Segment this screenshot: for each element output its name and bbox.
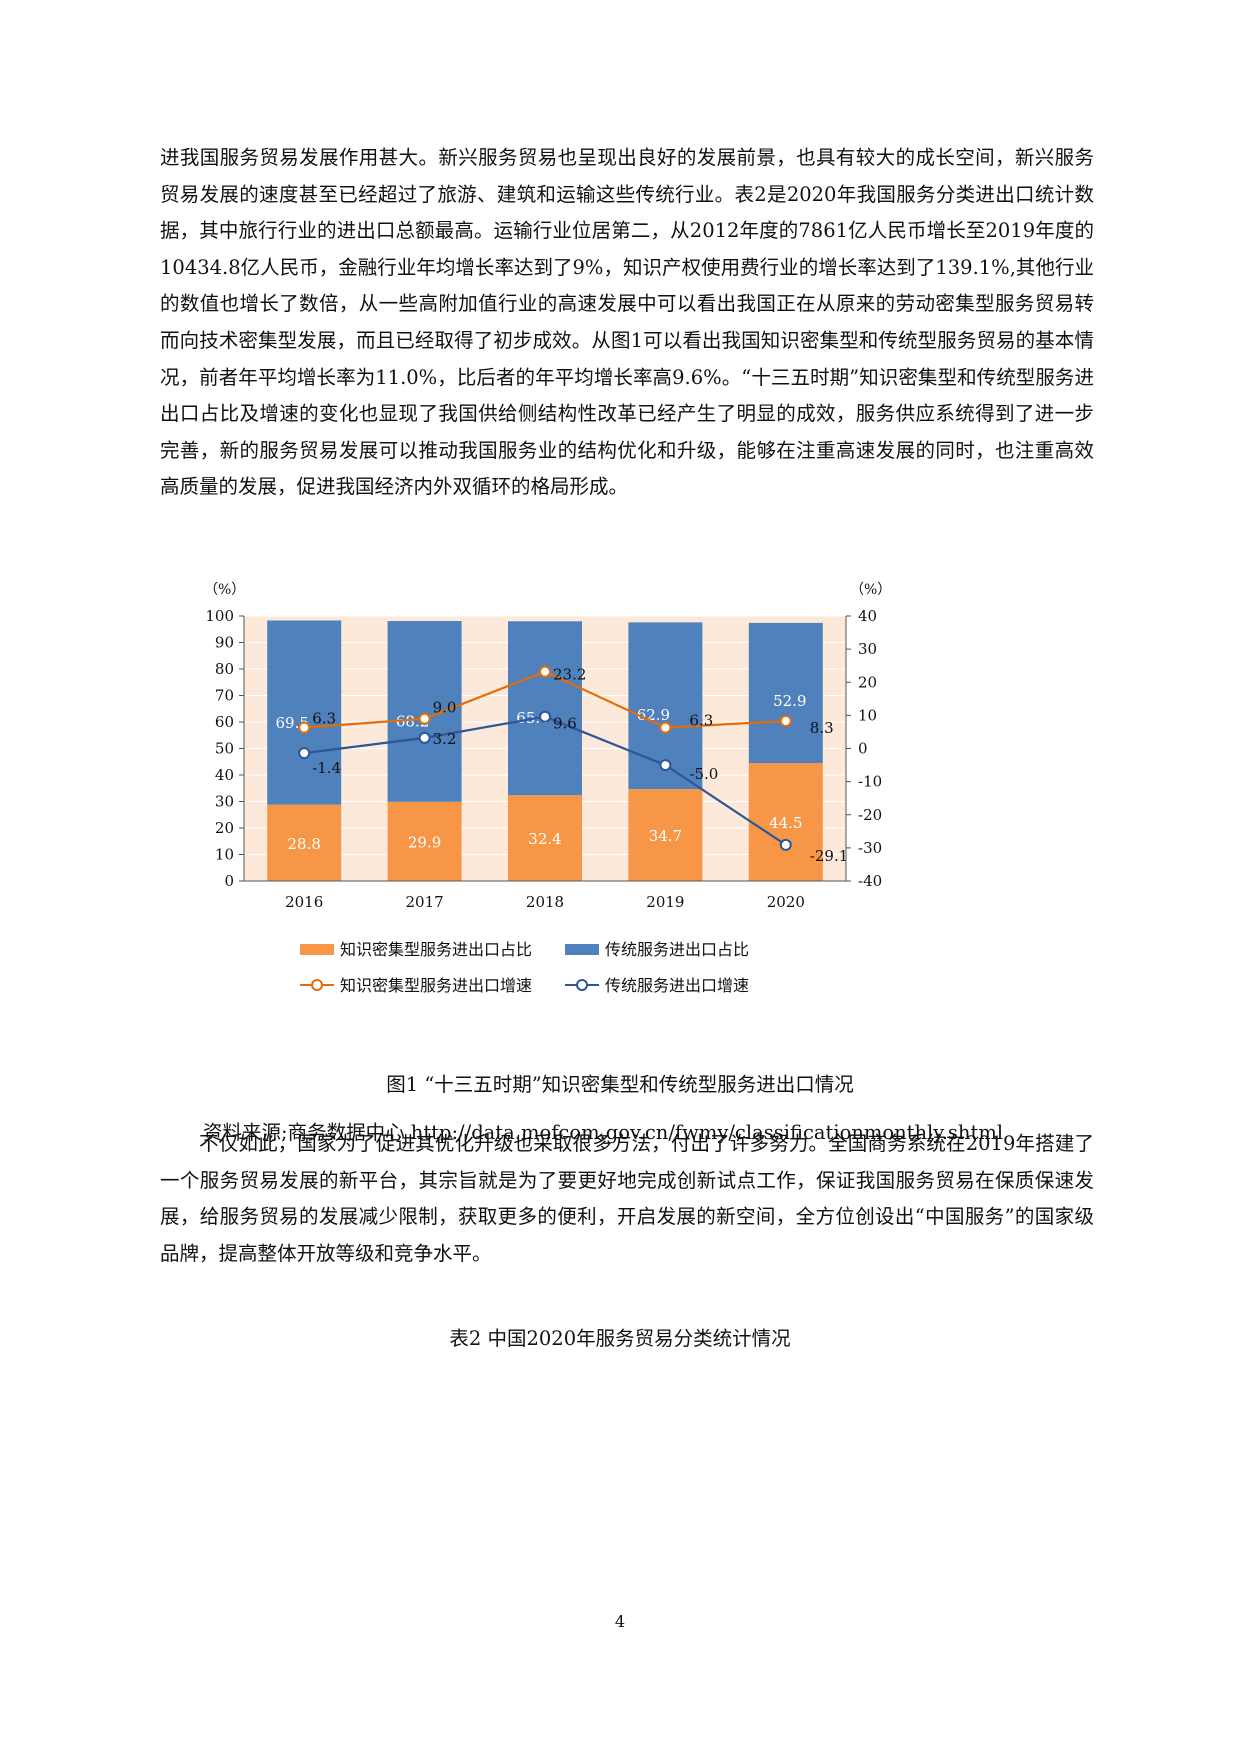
line-point bbox=[418, 731, 431, 744]
legend-traditional-growth: 传统服务进出口增速 bbox=[565, 976, 749, 995]
left-tick-label: 50 bbox=[215, 740, 234, 758]
left-tick-label: 60 bbox=[215, 713, 234, 731]
bar-knowledge-2018 bbox=[508, 795, 582, 881]
left-tick-label: 20 bbox=[215, 819, 234, 837]
left-tick-label: 80 bbox=[215, 660, 234, 678]
line-point bbox=[298, 747, 311, 760]
bar-label-knowledge: 44.5 bbox=[769, 814, 802, 832]
right-tick-label: 10 bbox=[858, 706, 877, 724]
line-point bbox=[659, 759, 672, 772]
figure-caption: 图1 “十三五时期”知识密集型和传统型服务进出口情况 bbox=[386, 1073, 854, 1096]
line-label: 3.2 bbox=[433, 730, 457, 748]
right-tick-label: 40 bbox=[858, 607, 877, 625]
x-tick-label: 2017 bbox=[406, 893, 444, 911]
legend-traditional-share: 传统服务进出口占比 bbox=[565, 940, 749, 959]
x-tick-label: 2018 bbox=[526, 893, 564, 911]
line-point bbox=[298, 721, 311, 734]
right-tick-label: 0 bbox=[858, 740, 868, 758]
legend-marker bbox=[311, 979, 323, 991]
source-note: 资料来源;商务数据中心 http://data.mofcom.gov.cn/fw… bbox=[203, 1121, 1004, 1144]
legend-marker bbox=[576, 979, 588, 991]
bar-label-traditional: 52.9 bbox=[773, 692, 806, 710]
x-tick-label: 2019 bbox=[646, 893, 684, 911]
right-tick-label: -40 bbox=[858, 872, 882, 890]
bar-knowledge-2016 bbox=[267, 804, 342, 881]
body-paragraph-1: 进我国服务贸易发展作用甚大。新兴服务贸易也呈现出良好的发展前景，也具有较大的成长… bbox=[160, 146, 1094, 499]
bar-knowledge-2019 bbox=[628, 789, 703, 881]
body-paragraph-2: 不仅如此，国家为了促进其优化升级也采取很多方法，付出了许多努力。全国商务系统在2… bbox=[160, 1132, 1094, 1265]
left-tick-label: 0 bbox=[224, 872, 234, 890]
line-label: 6.3 bbox=[689, 712, 713, 730]
right-tick-label: -20 bbox=[858, 806, 882, 824]
left-tick-label: 30 bbox=[215, 793, 234, 811]
left-tick-label: 10 bbox=[215, 846, 234, 864]
page-number: 4 bbox=[614, 1612, 626, 1631]
line-point bbox=[539, 710, 551, 723]
table-caption: 表2 中国2020年服务贸易分类统计情况 bbox=[449, 1327, 791, 1350]
bar-label-knowledge: 34.7 bbox=[649, 827, 682, 845]
bar-traditional-2017 bbox=[387, 621, 462, 802]
figure-1-chart: 28.8 69.5 29.9 68.2 32.4 65.6 34.7 62.9 44.5 52.9… bbox=[200, 576, 1040, 1046]
line-label: 23.2 bbox=[553, 666, 586, 684]
line-label: 8.3 bbox=[810, 719, 834, 737]
legend-knowledge-growth: 知识密集型服务进出口增速 bbox=[300, 976, 532, 995]
line-point bbox=[539, 665, 551, 678]
legend-label: 知识密集型服务进出口占比 bbox=[340, 940, 532, 959]
right-tick-label: -30 bbox=[858, 839, 882, 857]
line-point bbox=[659, 721, 672, 734]
left-axis-unit: （%） bbox=[204, 582, 245, 598]
bar-traditional-2018 bbox=[508, 621, 582, 796]
left-tick-label: 90 bbox=[215, 634, 234, 652]
bar-knowledge-2017 bbox=[387, 801, 462, 881]
right-tick-label: 30 bbox=[858, 640, 877, 658]
line-label: -1.4 bbox=[312, 759, 341, 777]
bar-label-knowledge: 28.8 bbox=[287, 835, 320, 853]
line-label: 9.6 bbox=[553, 715, 577, 733]
line-label: 9.0 bbox=[433, 699, 457, 717]
bar-traditional-2016 bbox=[267, 620, 342, 805]
x-tick-label: 2020 bbox=[767, 893, 805, 911]
right-tick-label: 20 bbox=[858, 673, 877, 691]
line-label: -5.0 bbox=[689, 765, 718, 783]
bar-traditional-2020 bbox=[748, 622, 823, 764]
chart-root: 28.869.529.968.232.465.634.762.944.552.9… bbox=[204, 582, 891, 995]
combo-chart: 28.869.529.968.232.465.634.762.944.552.9… bbox=[204, 582, 891, 995]
left-tick-label: 100 bbox=[205, 607, 234, 625]
line-point bbox=[418, 712, 431, 725]
line-point bbox=[779, 715, 792, 728]
bar-label-knowledge: 29.9 bbox=[408, 833, 441, 851]
bar-label-knowledge: 32.4 bbox=[528, 830, 561, 848]
bar-label-traditional: 62.9 bbox=[637, 706, 670, 724]
legend-knowledge-share: 知识密集型服务进出口占比 bbox=[300, 940, 532, 959]
x-tick-label: 2016 bbox=[285, 893, 323, 911]
bar-knowledge-2020 bbox=[748, 763, 823, 881]
legend-swatch bbox=[565, 944, 599, 955]
legend-label: 传统服务进出口占比 bbox=[605, 940, 749, 959]
line-label: 6.3 bbox=[312, 710, 336, 728]
right-tick-label: -10 bbox=[858, 773, 882, 791]
left-tick-label: 70 bbox=[215, 687, 234, 705]
right-axis-unit: （%） bbox=[850, 582, 891, 598]
line-label: -29.1 bbox=[810, 847, 848, 865]
legend-swatch bbox=[300, 944, 334, 955]
left-tick-label: 40 bbox=[215, 766, 234, 784]
line-point bbox=[779, 838, 792, 851]
legend-label: 传统服务进出口增速 bbox=[605, 976, 749, 995]
legend-label: 知识密集型服务进出口增速 bbox=[340, 976, 532, 995]
